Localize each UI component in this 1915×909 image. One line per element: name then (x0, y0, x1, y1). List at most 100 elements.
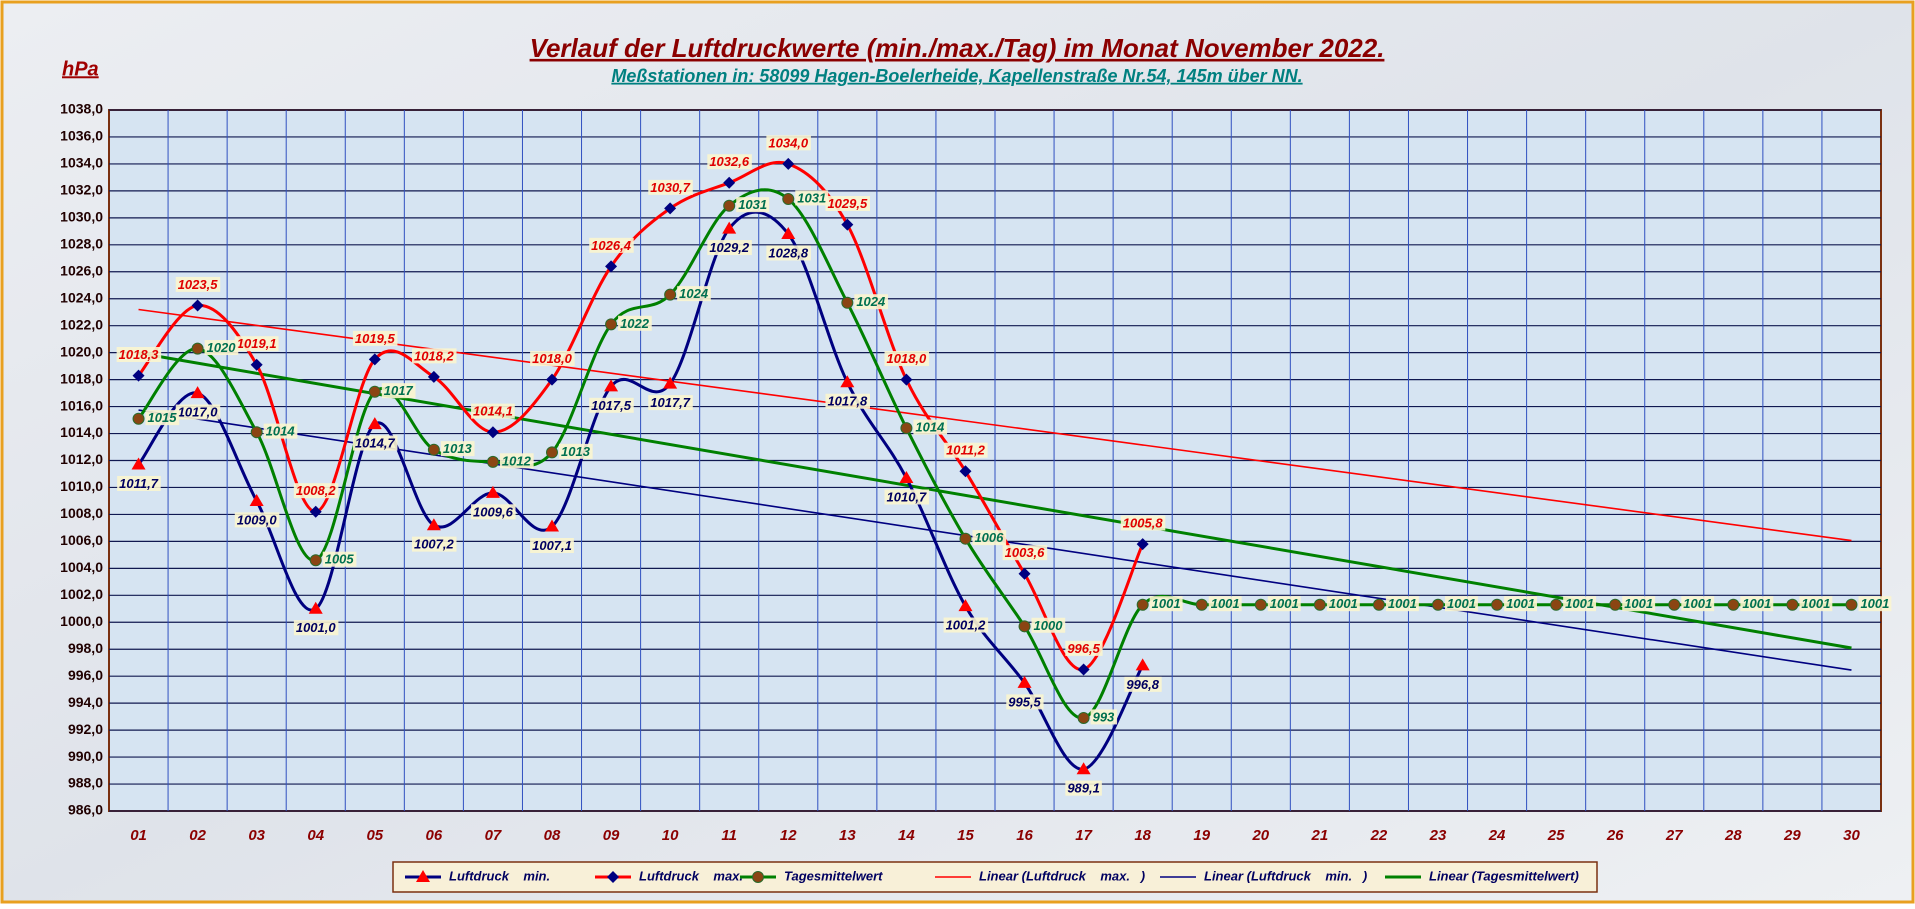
data-label: 995,5 (1008, 694, 1041, 709)
data-point (605, 260, 618, 273)
x-tick-label: 08 (544, 827, 561, 844)
data-label-bg (263, 423, 298, 439)
x-tick-label: 29 (1783, 827, 1801, 844)
y-tick-label: 986,0 (68, 802, 103, 818)
data-label-bg (559, 443, 593, 459)
data-label: 1014,7 (355, 436, 396, 451)
x-tick-label: 30 (1843, 827, 1860, 844)
legend-marker (752, 871, 764, 883)
data-label: 1023,5 (178, 277, 219, 292)
x-tick-label: 01 (130, 827, 147, 844)
data-label: 1001 (1152, 596, 1181, 611)
data-label: 1001 (1742, 596, 1771, 611)
data-point (249, 493, 264, 506)
data-point (782, 192, 795, 205)
data-label-bg (1445, 596, 1478, 612)
data-label: 1007,1 (532, 538, 572, 553)
data-label-bg (1326, 596, 1360, 612)
data-label-bg (499, 453, 534, 469)
x-tick-label: 18 (1134, 827, 1151, 844)
data-label: 1017,8 (827, 394, 868, 409)
data-label: 1017,7 (650, 395, 691, 410)
y-tick-label: 1034,0 (60, 155, 103, 171)
data-label-bg (175, 276, 221, 292)
data-label: 1001 (1388, 596, 1417, 611)
data-label: 1014 (266, 424, 296, 439)
y-tick-label: 1006,0 (60, 532, 103, 548)
data-label-bg (352, 330, 398, 346)
data-point (485, 485, 500, 498)
data-label-bg (1208, 596, 1242, 612)
data-label-bg (1149, 596, 1183, 612)
data-label-bg (1002, 545, 1048, 561)
data-label-bg (471, 403, 515, 419)
data-point (1786, 598, 1799, 611)
legend-label: Tagesmittelwert (784, 868, 883, 883)
data-label-bg (1090, 709, 1118, 725)
data-label: 996,8 (1126, 677, 1159, 692)
data-point (1077, 663, 1090, 676)
data-label-bg (766, 245, 811, 261)
data-point (900, 373, 913, 386)
data-label: 989,1 (1067, 781, 1100, 796)
data-label: 1007,2 (414, 537, 455, 552)
x-tick-label: 20 (1251, 827, 1269, 844)
y-tick-label: 1002,0 (60, 586, 103, 602)
y-tick-label: 988,0 (68, 775, 103, 791)
y-tick-label: 1008,0 (60, 505, 103, 521)
data-point (191, 342, 204, 355)
x-tick-label: 28 (1724, 827, 1742, 844)
data-label-bg (944, 442, 988, 458)
data-label: 996,5 (1067, 641, 1100, 656)
data-point (604, 379, 619, 392)
x-tick-label: 10 (662, 827, 679, 844)
data-point (427, 370, 440, 383)
data-point (309, 554, 322, 567)
data-point (1491, 598, 1504, 611)
data-point (723, 176, 736, 189)
data-point (664, 288, 677, 301)
data-point (1195, 598, 1208, 611)
data-point (1018, 620, 1031, 633)
y-tick-label: 1028,0 (60, 236, 103, 252)
data-label-bg (1504, 596, 1537, 612)
data-point (190, 386, 205, 399)
data-label-bg (618, 315, 652, 331)
data-label: 1001 (1860, 596, 1889, 611)
data-label-bg (234, 336, 279, 352)
data-label: 1029,2 (709, 240, 750, 255)
data-label: 1026,4 (591, 238, 632, 253)
data-label-bg (1385, 596, 1419, 612)
data-point (959, 532, 972, 545)
data-label: 1017 (384, 383, 414, 398)
legend-label: Linear (Luftdruck min. ) (1204, 868, 1367, 883)
data-point (781, 227, 796, 240)
data-label: 1031 (738, 197, 767, 212)
x-tick-label: 23 (1429, 827, 1447, 844)
legend-marker (416, 870, 430, 882)
data-point (840, 375, 855, 388)
data-label-bg (145, 410, 180, 426)
data-point (841, 296, 854, 309)
data-point (367, 417, 382, 430)
data-label: 1032,6 (709, 154, 750, 169)
data-label: 1001 (1447, 596, 1476, 611)
y-tick-label: 1016,0 (60, 397, 103, 413)
chart-title: Verlauf der Luftdruckwerte (min./max./Ta… (530, 33, 1385, 63)
data-point (899, 471, 914, 484)
data-label-bg (1065, 780, 1102, 796)
data-label: 1005 (325, 552, 355, 567)
y-tick-label: 1030,0 (60, 209, 103, 225)
y-tick-label: 1036,0 (60, 128, 103, 144)
y-tick-label: 1020,0 (60, 343, 103, 359)
grid: 986,0 988,0 990,0 992,0 994,0 996,0 998,0 1000,… (60, 101, 1881, 844)
data-point (1136, 538, 1149, 551)
data-label-bg (1124, 676, 1162, 692)
markers (131, 157, 1858, 775)
y-tick-label: 994,0 (68, 694, 103, 710)
data-labels: 1011,7 1017,0 1009,0 1001,0 1014,7 1007,2 1009… (116, 135, 1892, 796)
data-point (1135, 658, 1150, 671)
data-point (1018, 567, 1031, 580)
data-label-bg (1740, 596, 1774, 612)
